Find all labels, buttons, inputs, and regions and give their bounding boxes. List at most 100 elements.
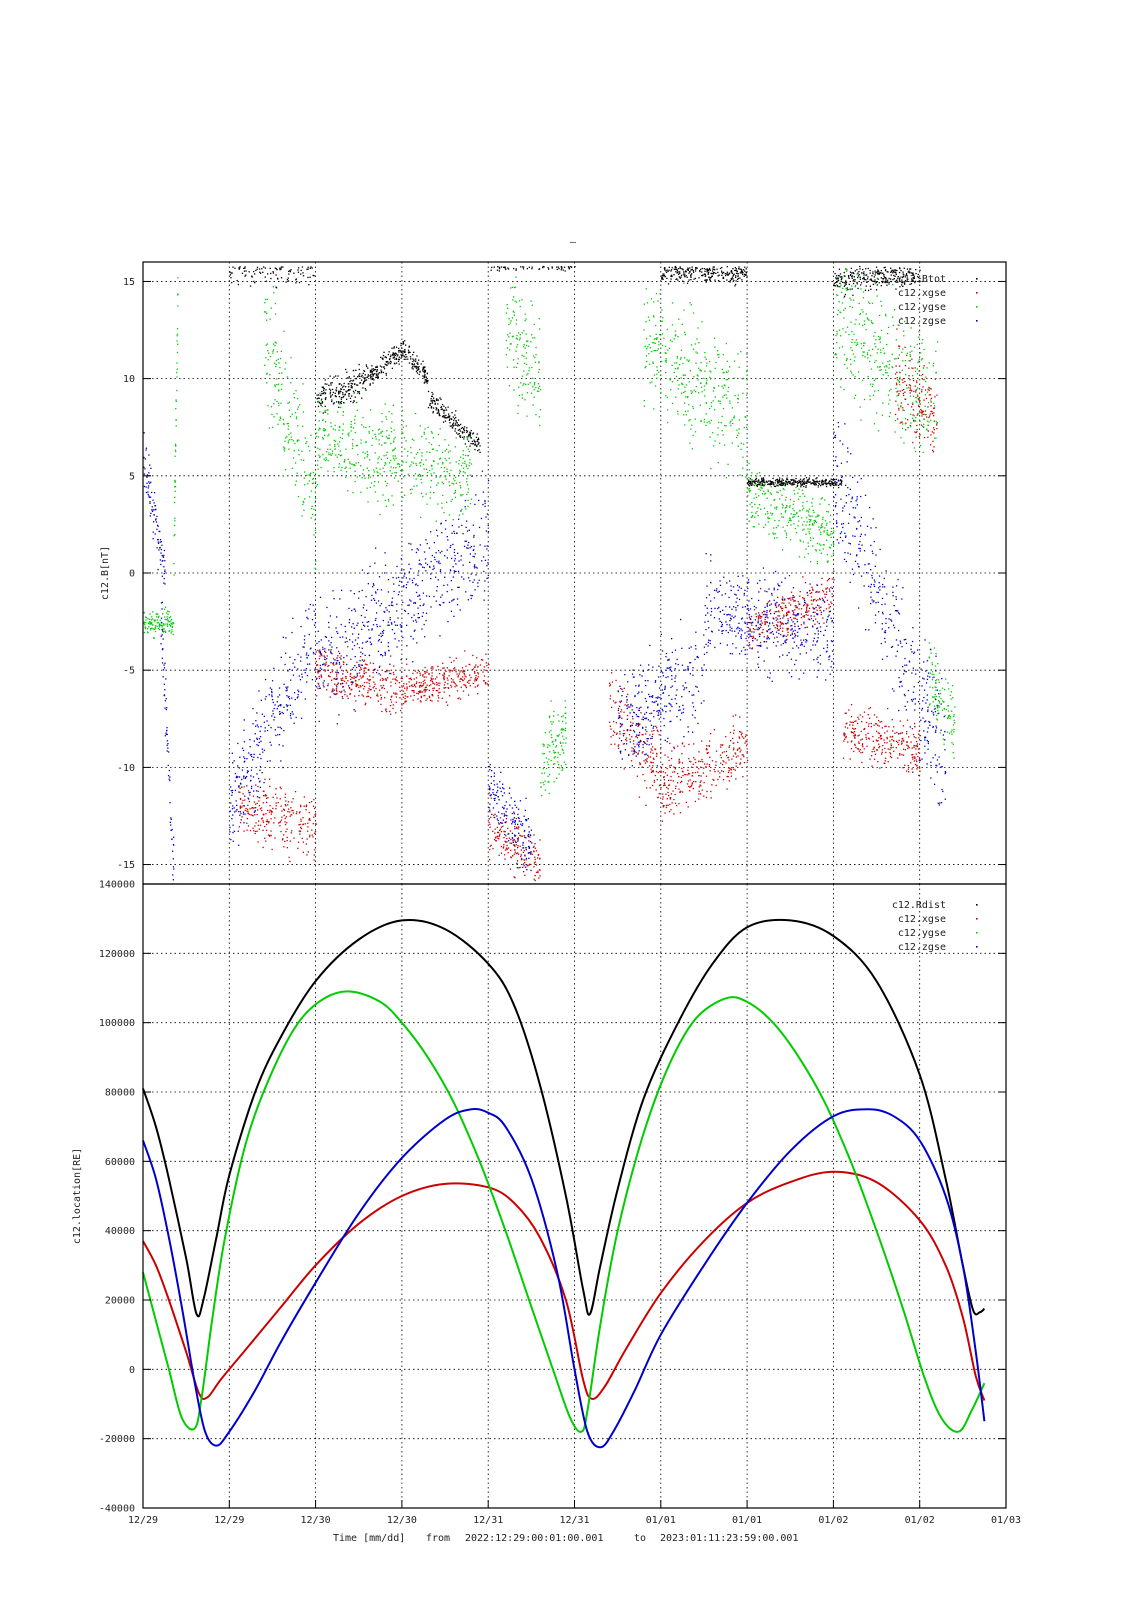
- scatter-point: [772, 481, 774, 483]
- scatter-point: [716, 268, 718, 270]
- scatter-point: [165, 631, 167, 633]
- scatter-point: [299, 804, 302, 806]
- scatter-point: [774, 611, 776, 613]
- scatter-point: [315, 435, 318, 438]
- scatter-point: [632, 718, 634, 720]
- scatter-point: [260, 807, 263, 809]
- scatter-point: [676, 278, 678, 280]
- scatter-point: [154, 630, 157, 633]
- scatter-point: [466, 493, 468, 496]
- scatter-point: [649, 756, 652, 758]
- scatter-point: [386, 430, 388, 432]
- scatter-point: [550, 759, 552, 762]
- scatter-point: [680, 274, 683, 276]
- scatter-point: [288, 808, 290, 810]
- scatter-point: [313, 534, 315, 536]
- scatter-point: [637, 752, 639, 754]
- scatter-point: [756, 484, 758, 486]
- scatter-point: [568, 266, 570, 268]
- scatter-point: [787, 482, 789, 484]
- scatter-point: [420, 478, 422, 480]
- scatter-point: [890, 747, 892, 749]
- scatter-point: [803, 485, 805, 488]
- scatter-point: [806, 479, 808, 481]
- scatter-point: [687, 410, 689, 412]
- scatter-point: [497, 831, 499, 834]
- scatter-point: [611, 706, 613, 709]
- scatter-point: [764, 620, 766, 623]
- scatter-point: [532, 377, 534, 379]
- scatter-point: [463, 428, 465, 430]
- scatter-point: [767, 480, 770, 482]
- scatter-point: [823, 622, 825, 624]
- scatter-point: [713, 272, 715, 274]
- scatter-point: [375, 366, 377, 368]
- scatter-point: [713, 268, 715, 271]
- scatter-point: [498, 838, 500, 840]
- scatter-point: [678, 776, 680, 778]
- scatter-point: [609, 685, 611, 687]
- scatter-point: [287, 804, 289, 806]
- scatter-point: [380, 458, 383, 461]
- scatter-point: [619, 733, 621, 735]
- scatter-point: [454, 428, 457, 430]
- scatter-point: [322, 419, 324, 422]
- scatter-point: [177, 305, 179, 307]
- scatter-point: [258, 796, 260, 799]
- scatter-point: [515, 337, 517, 339]
- scatter-point: [302, 817, 304, 819]
- scatter-point: [327, 435, 329, 437]
- scatter-point: [419, 425, 421, 427]
- scatter-point: [865, 738, 868, 740]
- scatter-point: [506, 841, 508, 843]
- scatter-point: [780, 623, 782, 625]
- scatter-point: [358, 368, 360, 371]
- scatter-point: [893, 750, 895, 752]
- scatter-point: [393, 356, 395, 359]
- scatter-point: [857, 272, 859, 274]
- scatter-point: [367, 669, 369, 671]
- scatter-point: [413, 690, 415, 692]
- scatter-point: [856, 283, 858, 285]
- scatter-point: [389, 672, 391, 675]
- scatter-point: [731, 407, 733, 409]
- scatter-point: [539, 389, 542, 391]
- scatter-point: [672, 790, 674, 792]
- scatter-point: [854, 728, 857, 730]
- scatter-point: [452, 519, 454, 521]
- scatter-point: [664, 268, 666, 270]
- scatter-point: [364, 704, 366, 706]
- scatter-point: [376, 370, 378, 372]
- scatter-point: [523, 830, 525, 832]
- scatter-point: [530, 341, 532, 343]
- scatter-point: [629, 738, 631, 740]
- scatter-point: [515, 366, 518, 368]
- scatter-point: [852, 721, 854, 724]
- scatter-point: [612, 734, 614, 736]
- scatter-point: [462, 494, 464, 496]
- scatter-point: [326, 409, 328, 411]
- scatter-point: [294, 412, 297, 414]
- scatter-point: [538, 877, 540, 879]
- scatter-point: [901, 421, 903, 423]
- scatter-point: [705, 766, 707, 768]
- scatter-point: [314, 567, 316, 569]
- scatter-point: [682, 791, 684, 793]
- scatter-point: [341, 437, 343, 440]
- scatter-point: [700, 268, 702, 270]
- scatter-point: [394, 472, 396, 474]
- scatter-point: [413, 359, 415, 361]
- scatter-point: [463, 426, 466, 428]
- scatter-point: [795, 477, 797, 480]
- scatter-point: [636, 775, 638, 777]
- scatter-point: [783, 599, 786, 601]
- scatter-point: [339, 426, 341, 428]
- scatter-point: [173, 535, 175, 537]
- scatter-point: [474, 678, 476, 680]
- scatter-point: [835, 483, 837, 485]
- scatter-point: [779, 484, 782, 486]
- scatter-point: [875, 723, 877, 725]
- scatter-point: [877, 740, 879, 742]
- scatter-point: [330, 453, 332, 455]
- scatter-point: [560, 745, 563, 747]
